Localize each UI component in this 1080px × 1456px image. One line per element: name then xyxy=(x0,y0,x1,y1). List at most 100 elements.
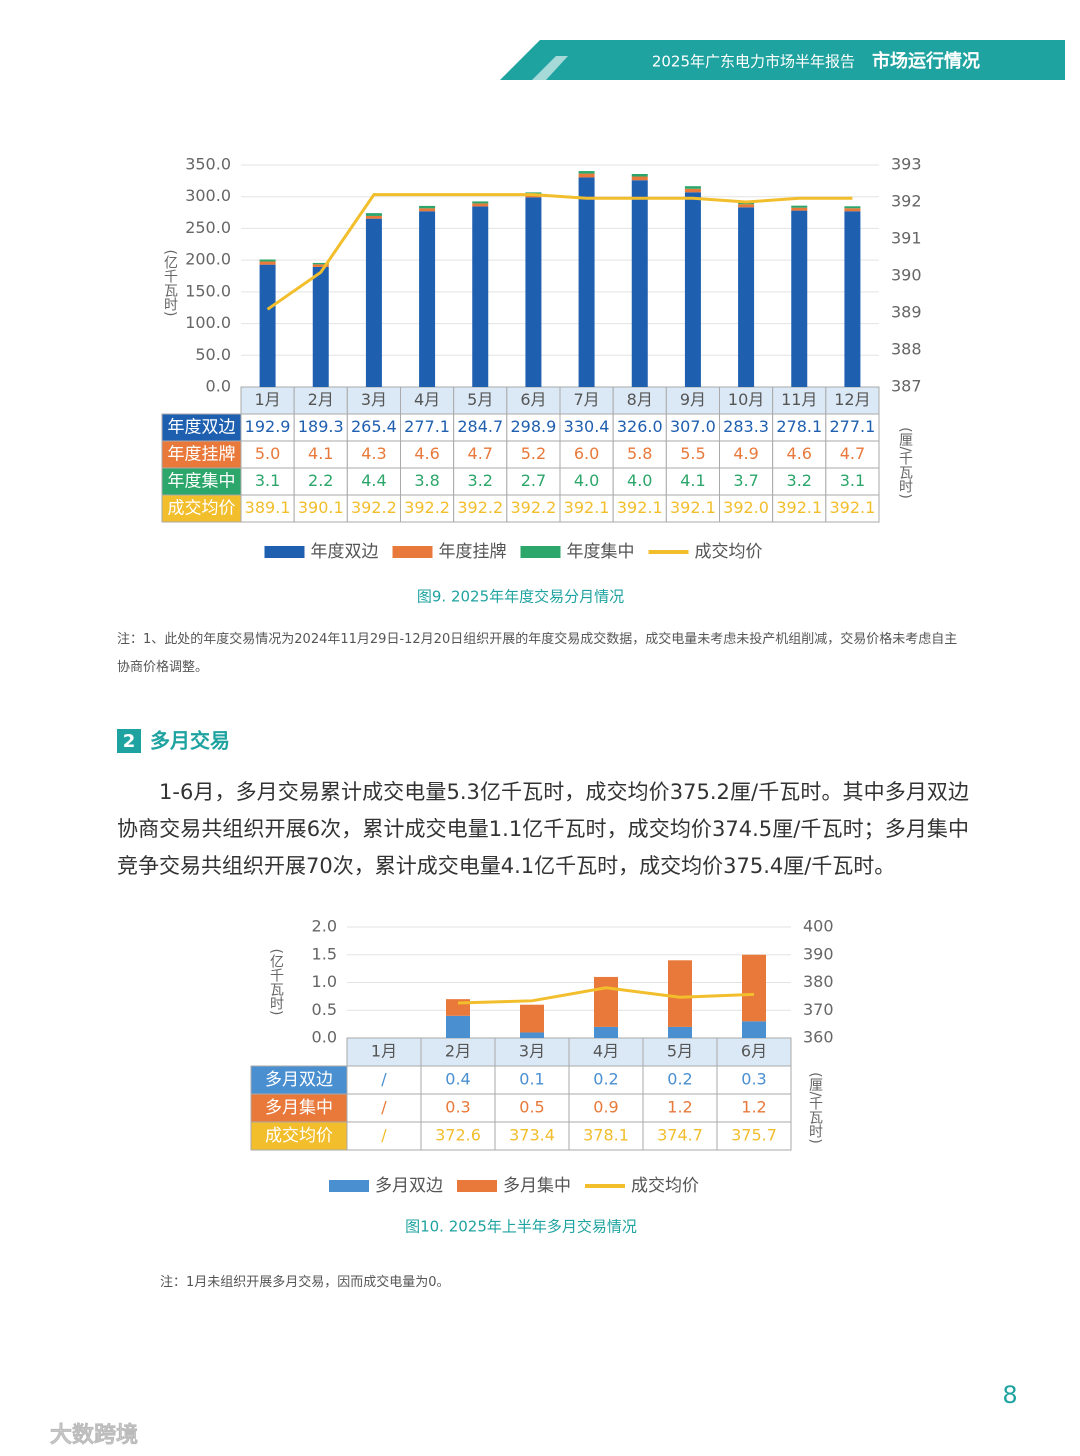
legend-swatch xyxy=(457,1180,497,1192)
legend-label: 成交均价 xyxy=(695,542,763,562)
x-tick-label: 9月 xyxy=(680,390,706,409)
table-cell xyxy=(772,467,827,496)
y2-tick-label: 392 xyxy=(891,192,922,211)
x-tick-label: 4月 xyxy=(593,1042,619,1061)
header-band xyxy=(500,40,1065,80)
table-cell xyxy=(346,1037,422,1067)
y-tick-label: 200.0 xyxy=(185,250,231,269)
table-value: 392.2 xyxy=(511,498,557,517)
table-value: 4.6 xyxy=(414,444,439,463)
bar xyxy=(419,211,436,387)
table-value: 2.2 xyxy=(308,471,333,490)
bar xyxy=(631,180,648,387)
table-cell xyxy=(346,1093,422,1123)
table-cell xyxy=(293,440,348,469)
table-cell xyxy=(400,494,455,523)
table-value: 392.0 xyxy=(723,498,769,517)
table-cell xyxy=(240,494,295,523)
table-value: 374.7 xyxy=(657,1126,703,1145)
table-cell xyxy=(568,1121,644,1151)
x-tick-label: 2月 xyxy=(308,390,334,409)
legend-swatch xyxy=(329,1180,369,1192)
legend-label: 年度挂牌 xyxy=(439,542,507,562)
bar xyxy=(578,173,595,178)
x-tick-label: 3月 xyxy=(519,1042,545,1061)
table-value: 278.1 xyxy=(776,417,822,436)
y2-axis-title: (厘/千瓦时) xyxy=(807,1072,823,1144)
table-value: / xyxy=(381,1070,387,1089)
table-value: 4.4 xyxy=(361,471,386,490)
table-value: 4.1 xyxy=(680,471,705,490)
table-cell xyxy=(240,413,295,442)
table-value: 373.4 xyxy=(509,1126,555,1145)
table-row-label-cell xyxy=(250,1065,348,1095)
y2-tick-label: 390 xyxy=(891,266,922,285)
x-tick-label: 8月 xyxy=(627,390,653,409)
table-value: 6.0 xyxy=(574,444,599,463)
legend-swatch xyxy=(264,546,305,558)
bar xyxy=(844,208,861,212)
legend-swatch xyxy=(520,546,561,558)
table-value: 265.4 xyxy=(351,417,397,436)
x-tick-label: 1月 xyxy=(371,1042,397,1061)
bar xyxy=(791,205,808,208)
table-cell xyxy=(716,1121,792,1151)
y-axis-title: (亿千瓦时) xyxy=(162,250,178,317)
y-tick-label: 1.0 xyxy=(312,972,337,991)
y2-tick-label: 390 xyxy=(803,944,834,963)
table-cell xyxy=(506,467,561,496)
table-row-label: 年度双边 xyxy=(168,418,236,438)
table-cell xyxy=(719,413,774,442)
bar xyxy=(684,186,701,189)
table-row-label-cell xyxy=(161,494,242,523)
legend-label: 年度双边 xyxy=(311,542,379,562)
table-row-label-cell xyxy=(250,1121,348,1151)
table-cell xyxy=(825,494,880,523)
x-tick-label: 5月 xyxy=(667,1042,693,1061)
table-value: 392.2 xyxy=(404,498,450,517)
table-cell xyxy=(293,467,348,496)
bar xyxy=(259,259,276,262)
table-cell xyxy=(346,1121,422,1151)
x-tick-label: 12月 xyxy=(834,390,870,409)
table-value: 5.0 xyxy=(255,444,280,463)
x-tick-label: 4月 xyxy=(414,390,440,409)
watermark: 大数跨境 xyxy=(50,1422,138,1448)
header-section: 市场运行情况 xyxy=(872,50,980,72)
bar xyxy=(365,215,382,219)
table-row-label: 多月双边 xyxy=(265,1070,333,1090)
table-cell xyxy=(825,467,880,496)
table-value: 3.2 xyxy=(468,471,493,490)
table-value: 4.3 xyxy=(361,444,386,463)
bar xyxy=(365,218,382,387)
table-value: 3.2 xyxy=(787,471,812,490)
table-value: 390.1 xyxy=(298,498,344,517)
bar xyxy=(791,210,808,387)
bar xyxy=(578,177,595,387)
bar xyxy=(684,188,701,193)
legend-label: 多月双边 xyxy=(375,1176,443,1196)
table-cell xyxy=(825,386,880,415)
x-tick-label: 5月 xyxy=(467,390,493,409)
table-value: 372.6 xyxy=(435,1126,481,1145)
x-tick-label: 1月 xyxy=(254,390,280,409)
table-cell xyxy=(420,1065,496,1095)
y-tick-label: 100.0 xyxy=(185,313,231,332)
table-cell xyxy=(568,1093,644,1123)
section-number: 2 xyxy=(123,731,136,752)
bar xyxy=(419,205,436,209)
table-value: 4.9 xyxy=(733,444,758,463)
table-cell xyxy=(716,1093,792,1123)
y2-tick-label: 400 xyxy=(803,917,834,936)
paragraph: 1-6月，多月交易累计成交电量5.3亿千瓦时，成交均价375.2厘/千瓦时。其中… xyxy=(117,780,969,878)
bar xyxy=(738,207,755,387)
y2-tick-label: 393 xyxy=(891,155,922,174)
section-title: 多月交易 xyxy=(150,729,230,753)
table-row-label: 年度集中 xyxy=(168,472,236,492)
table-cell xyxy=(719,440,774,469)
y2-tick-label: 380 xyxy=(803,972,834,991)
table-cell xyxy=(293,494,348,523)
table-value: 1.2 xyxy=(741,1098,766,1117)
table-cell xyxy=(642,1121,718,1151)
